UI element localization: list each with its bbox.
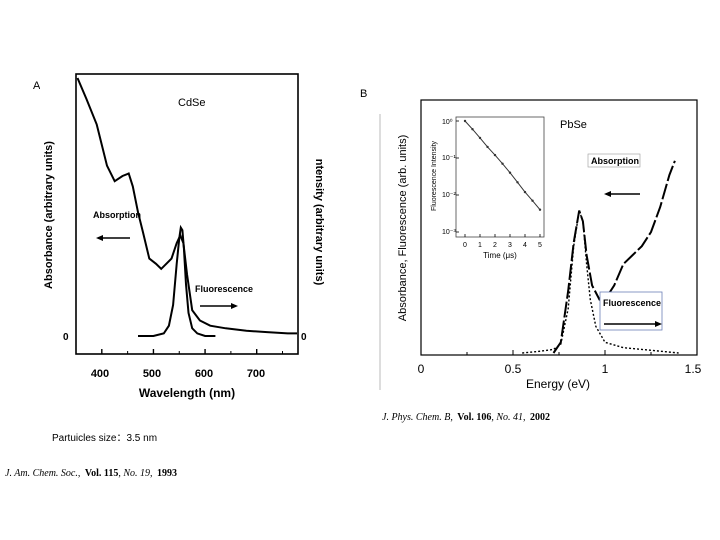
- panel-a-citation-year: 1993: [156, 468, 177, 479]
- panel-a-xlabel: Wavelength (nm): [139, 386, 235, 400]
- panel-b-letter: B: [360, 88, 368, 100]
- panel-b-inset-ytick-1: 10⁰: [442, 118, 453, 126]
- panel-a-absorption-arrowhead: [96, 235, 103, 241]
- panel-b-title: PbSe: [560, 119, 587, 131]
- panel-b-xtick-label-0: 0: [418, 362, 425, 376]
- panel-a-title: CdSe: [178, 97, 206, 109]
- panel-a-ylabel-left: Absorbance (arbitrary units): [43, 141, 55, 289]
- panel-b-inset-xtick-3: 3: [508, 242, 512, 249]
- panel-a-xtick-label-500: 500: [143, 368, 161, 380]
- panel-b-citation-volume: Vol. 106: [457, 412, 492, 423]
- panel-b-inset-xtick-5: 5: [538, 242, 542, 249]
- panel-a-zero-left: 0: [63, 332, 69, 343]
- panel-a-citation-journal: J. Am. Chem. Soc.,: [5, 468, 81, 479]
- panel-a-letter: A: [33, 80, 41, 92]
- panel-b-fluorescence-label: Fluorescence: [603, 298, 661, 308]
- panel-a-xtick-label-600: 600: [195, 368, 213, 380]
- panel-b-citation-issue: , No. 41,: [491, 412, 526, 423]
- panel-b-inset-xtick-4: 4: [523, 242, 527, 249]
- panel-a-zero-right: 0: [301, 332, 307, 343]
- panel-b-xlabel: Energy (eV): [526, 377, 590, 391]
- panel-a-ylabel-right: ntensity (arbitrary units): [313, 159, 325, 286]
- panel-a-citation-issue: , No. 19,: [118, 468, 153, 479]
- panel-a-absorption-label: Absorption: [93, 210, 141, 220]
- panel-b-xtick-label-1-5: 1.5: [685, 362, 702, 376]
- panel-b-inset-frame: [455, 116, 545, 238]
- panel-a-absorption-line: [76, 77, 297, 335]
- panel-b-absorption-label-box: [587, 153, 641, 168]
- panel-a-fluorescence-line: [138, 224, 216, 337]
- panel-b-inset-ylabel: Fluorescence Intensity: [431, 140, 438, 211]
- panel-b-fluorescence-line: [522, 210, 679, 354]
- panel-a-fluorescence-label: Fluorescence: [195, 284, 253, 294]
- panel-b-absorption-label: Absorption: [591, 156, 639, 166]
- panel-a-particle-size: Partuicles size：3.5 nm: [52, 433, 158, 444]
- panel-a-citation: J. Am. Chem. Soc., Vol. 115, No. 19, 199…: [5, 463, 177, 481]
- panel-b-xtick-label-1: 1: [602, 362, 609, 376]
- panel-b-inset-xtick-0: 0: [463, 242, 467, 249]
- panel-a-fluorescence-arrowhead: [231, 303, 238, 309]
- panel-b-xtick-label-0-5: 0.5: [505, 362, 522, 376]
- panel-b-title-box: [545, 114, 645, 132]
- panel-b-inset-xtick-2: 2: [493, 242, 497, 249]
- panel-b-inset: 10⁰ 10⁻¹ 10⁻² 10⁻³ Fluorescence Intensit…: [431, 116, 545, 260]
- panel-a-citation-volume: Vol. 115: [84, 468, 119, 479]
- panel-b-citation-journal: J. Phys. Chem. B,: [382, 412, 453, 423]
- panel-b-citation-year: 2002: [530, 412, 550, 423]
- panel-b-citation: J. Phys. Chem. B, Vol. 106, No. 41, 2002: [382, 407, 550, 425]
- panel-a-plot-frame: [75, 73, 299, 355]
- panel-a-xtick-label-400: 400: [91, 368, 109, 380]
- panel-b-inset-ytick-0-001: 10⁻³: [442, 229, 456, 236]
- panel-a-xtick-label-700: 700: [247, 368, 265, 380]
- panel-b-inset-ytick-0-1: 10⁻¹: [442, 155, 456, 162]
- panel-b-inset-xtick-1: 1: [478, 242, 482, 249]
- panel-b-inset-ytick-0-01: 10⁻²: [442, 192, 456, 199]
- panel-b-inset-xlabel: Time (μs): [483, 251, 517, 260]
- panel-b-absorption-arrowhead: [604, 191, 611, 197]
- panel-b-inset-decay-line: [464, 120, 541, 211]
- panel-b-ylabel: Absorbance, Fluorescence (arb. units): [397, 135, 409, 321]
- panel-b-fluorescence-arrowhead: [655, 321, 662, 327]
